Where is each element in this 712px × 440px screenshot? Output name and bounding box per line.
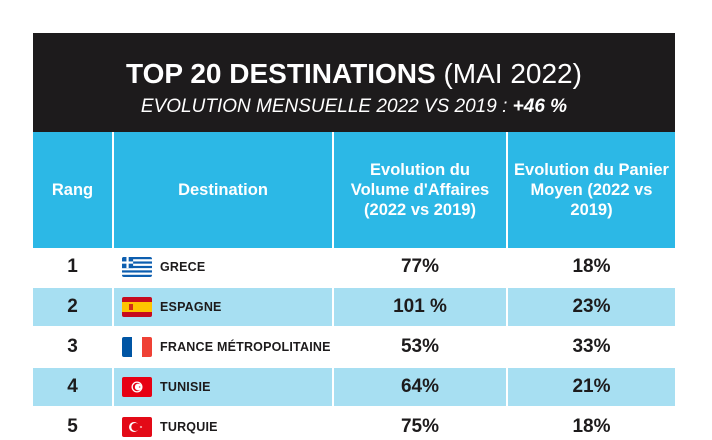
basket-cell: 21% [507,367,675,407]
volume-cell: 75% [333,407,508,440]
basket-cell: 18% [572,416,611,437]
rank-cell: 2 [33,287,114,327]
page-subtitle: EVOLUTION MENSUELLE 2022 VS 2019 : +46 % [33,95,675,119]
destination-cell: GRECE [113,248,334,287]
destination-name: TURQUIE [160,420,218,434]
destination-cell: ESPAGNE [113,287,334,327]
france-flag-icon [122,337,152,357]
volume-cell: 101 % [333,287,508,327]
table-row: 5 TURQUIE 75% [33,407,675,440]
volume-cell: 64% [333,367,508,407]
title-banner: TOP 20 DESTINATIONS (MAI 2022) EVOLUTION… [33,33,675,132]
destination-name: TUNISIE [160,380,211,394]
rank-cell: 4 [33,367,114,407]
subtitle-value: +46 % [512,96,568,117]
volume-cell: 53% [333,327,508,367]
column-header-basket: Evolution du Panier Moyen (2022 vs 2019) [507,132,675,248]
destination-name: ESPAGNE [160,300,222,314]
table-header-row: Rang Destination Evolution du Volume d'A… [33,132,675,248]
ranking-card: TOP 20 DESTINATIONS (MAI 2022) EVOLUTION… [33,33,675,440]
basket-cell: 33% [572,336,611,357]
destination-cell: TUNISIE [113,367,334,407]
table-row: 2 ESPAGNE 101 % 23% [33,287,675,327]
basket-cell: 18% [572,256,611,277]
subtitle-label: EVOLUTION MENSUELLE 2022 VS 2019 : [140,96,508,117]
destination-cell: TURQUIE [113,407,334,440]
volume-cell: 77% [333,248,508,287]
rank-cell: 1 [33,248,114,287]
rank-cell: 5 [33,407,114,440]
table-row: 3 FRANCE MÉTROPOLITAINE 53% [33,327,675,367]
table-row: 1 [33,248,675,287]
title-period: (MAI 2022) [435,58,582,89]
page-title: TOP 20 DESTINATIONS (MAI 2022) [33,33,675,91]
destination-cell: FRANCE MÉTROPOLITAINE [113,327,334,367]
column-header-volume: Evolution du Volume d'Affaires (2022 vs … [333,132,508,248]
turkey-flag-icon [122,417,152,437]
tunisia-flag-icon [122,377,152,397]
table-row: 4 TUNISIE [33,367,675,407]
rank-cell: 3 [33,327,114,367]
destination-name: FRANCE MÉTROPOLITAINE [160,340,331,354]
destinations-table: Rang Destination Evolution du Volume d'A… [33,132,675,440]
destination-name: GRECE [160,260,206,274]
title-main: TOP 20 DESTINATIONS [126,58,436,89]
column-header-rank: Rang [33,132,114,248]
greece-flag-icon [122,257,152,277]
spain-flag-icon [122,297,152,317]
column-header-destination: Destination [113,132,334,248]
basket-cell: 23% [507,287,675,327]
